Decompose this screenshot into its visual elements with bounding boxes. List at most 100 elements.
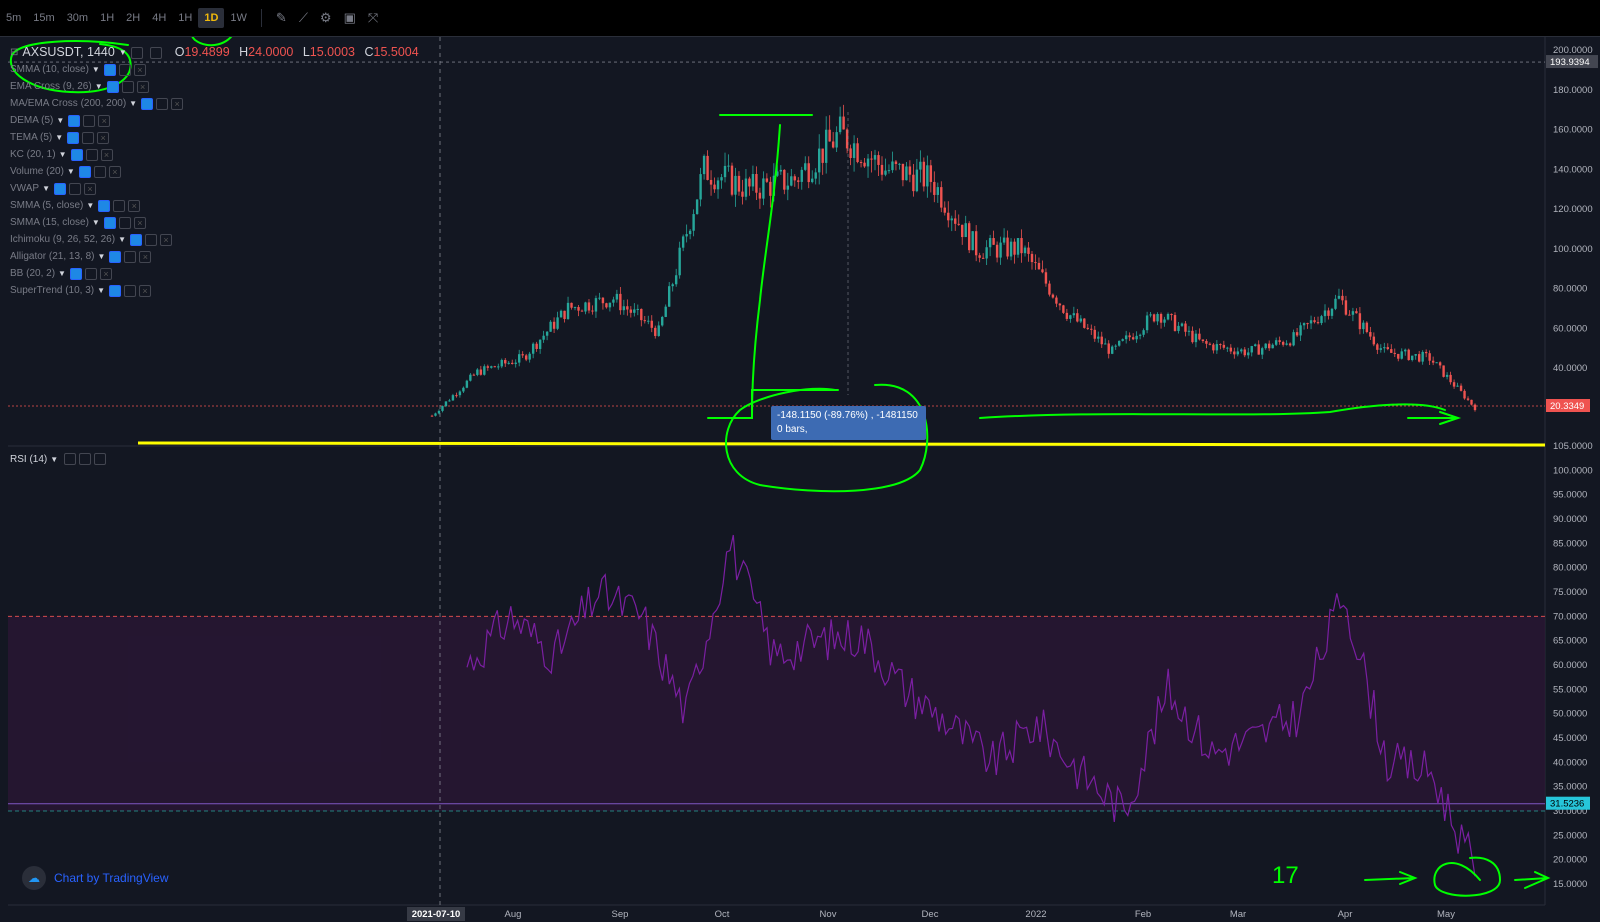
chevron-down-icon[interactable]: ▼ — [86, 201, 95, 210]
settings-icon[interactable] — [156, 97, 169, 110]
eye-icon[interactable] — [67, 131, 80, 144]
eye-icon[interactable] — [103, 216, 116, 229]
rsi-legend[interactable]: RSI (14) ▼ — [10, 453, 109, 465]
tradingview-watermark[interactable]: ☁ Chart by TradingView — [22, 866, 169, 890]
settings-icon[interactable] — [93, 165, 106, 178]
close-icon[interactable]: × — [98, 114, 111, 127]
chevron-down-icon[interactable]: ▼ — [118, 48, 127, 57]
close-icon[interactable]: × — [108, 165, 121, 178]
indicator-label[interactable]: EMA Cross (9, 26) — [10, 81, 92, 92]
indicator-label[interactable]: SMMA (10, close) — [10, 64, 89, 75]
close-icon[interactable]: × — [133, 216, 146, 229]
indicator-item[interactable]: SuperTrend (10, 3) ▼ × — [10, 282, 419, 299]
indicator-item[interactable]: SMMA (5, close) ▼ × — [10, 197, 419, 214]
settings-icon[interactable] — [121, 80, 134, 93]
indicator-label[interactable]: DEMA (5) — [10, 115, 54, 126]
settings-icon[interactable] — [130, 46, 143, 59]
close-icon[interactable]: × — [133, 63, 146, 76]
chevron-down-icon[interactable]: ▼ — [56, 116, 65, 125]
chart-canvas[interactable]: 200.0000 180.0000 160.0000 140.0000 120.0000… — [0, 37, 1600, 922]
settings-icon[interactable] — [85, 148, 98, 161]
fullscreen-icon[interactable]: ⤧ — [367, 10, 379, 25]
settings-icon[interactable] — [124, 284, 137, 297]
pencil-icon[interactable]: ✎ — [275, 10, 287, 25]
timeframe-1h[interactable]: 1H — [178, 12, 193, 24]
timeframe-5m[interactable]: 5m — [6, 12, 22, 24]
settings-icon[interactable] — [144, 233, 157, 246]
close-icon[interactable]: × — [100, 148, 113, 161]
hide-icon[interactable] — [64, 453, 77, 465]
indicator-label[interactable]: BB (20, 2) — [10, 268, 56, 279]
timeframe-2h[interactable]: 2H — [126, 12, 141, 24]
indicator-item[interactable]: VWAP ▼ × — [10, 180, 419, 197]
timeframe-1d[interactable]: 1D — [198, 8, 225, 28]
chevron-down-icon[interactable]: ▼ — [91, 218, 100, 227]
indicator-item[interactable]: SMMA (15, close) ▼ × — [10, 214, 419, 231]
chevron-down-icon[interactable]: ▼ — [97, 286, 106, 295]
close-icon[interactable]: × — [171, 97, 184, 110]
close-icon[interactable]: × — [99, 267, 112, 280]
eye-icon[interactable] — [78, 165, 91, 178]
indicator-item[interactable]: MA/EMA Cross (200, 200) ▼ × — [10, 95, 419, 112]
indicator-label[interactable]: Ichimoku (9, 26, 52, 26) — [10, 234, 116, 245]
chevron-down-icon[interactable]: ▼ — [91, 65, 100, 74]
chevron-down-icon[interactable]: ▼ — [55, 133, 64, 142]
close-icon[interactable]: × — [84, 182, 96, 195]
timeframe-1h[interactable]: 1H — [100, 12, 115, 24]
eye-icon[interactable] — [103, 63, 116, 76]
indicator-chart-icon[interactable]: ⟋ — [298, 10, 308, 25]
collapse-icon[interactable]: ⊟ — [10, 47, 19, 58]
indicator-label[interactable]: TEMA (5) — [10, 132, 53, 143]
close-icon[interactable]: × — [128, 199, 141, 212]
timeframe-1w[interactable]: 1W — [230, 12, 247, 24]
eye-icon[interactable] — [141, 97, 154, 110]
indicator-item[interactable]: KC (20, 1) ▼ × — [10, 146, 419, 163]
timeframe-15m[interactable]: 15m — [33, 12, 55, 24]
settings-icon[interactable] — [118, 216, 131, 229]
hide-icon[interactable] — [149, 46, 162, 59]
chevron-down-icon[interactable]: ▼ — [97, 252, 106, 261]
close-icon[interactable]: × — [97, 131, 110, 144]
indicator-label[interactable]: Volume (20) — [10, 166, 64, 177]
eye-icon[interactable] — [109, 284, 122, 297]
close-icon[interactable]: × — [139, 250, 152, 263]
close-icon[interactable]: × — [139, 284, 152, 297]
save-icon[interactable]: ▣ — [343, 10, 356, 25]
eye-icon[interactable] — [106, 80, 119, 93]
indicator-item[interactable]: TEMA (5) ▼ × — [10, 129, 419, 146]
rsi-label[interactable]: RSI (14) — [10, 453, 48, 465]
chevron-down-icon[interactable]: ▼ — [129, 99, 138, 108]
chevron-down-icon[interactable]: ▼ — [42, 184, 50, 193]
indicator-label[interactable]: SMMA (5, close) — [10, 200, 84, 211]
indicator-label[interactable]: KC (20, 1) — [10, 149, 56, 160]
eye-icon[interactable] — [68, 114, 81, 127]
indicator-label[interactable]: MA/EMA Cross (200, 200) — [10, 98, 127, 109]
close-icon[interactable]: × — [159, 233, 172, 246]
settings-icon[interactable] — [69, 182, 81, 195]
indicator-label[interactable]: SuperTrend (10, 3) — [10, 285, 95, 296]
eye-icon[interactable] — [109, 250, 122, 263]
settings-icon[interactable] — [84, 267, 97, 280]
eye-icon[interactable] — [54, 182, 66, 195]
close-icon[interactable]: × — [136, 80, 149, 93]
eye-icon[interactable] — [69, 267, 82, 280]
settings-icon[interactable] — [124, 250, 137, 263]
eye-icon[interactable] — [70, 148, 83, 161]
indicator-label[interactable]: VWAP — [10, 183, 40, 194]
gear-icon[interactable]: ⚙ — [319, 10, 332, 25]
indicator-label[interactable]: SMMA (15, close) — [10, 217, 89, 228]
indicator-item[interactable]: BB (20, 2) ▼ × — [10, 265, 419, 282]
settings-icon[interactable] — [118, 63, 131, 76]
indicator-item[interactable]: SMMA (10, close) ▼ × — [10, 61, 419, 78]
timeframe-4h[interactable]: 4H — [152, 12, 167, 24]
chevron-down-icon[interactable]: ▼ — [66, 167, 75, 176]
indicator-item[interactable]: EMA Cross (9, 26) ▼ × — [10, 78, 419, 95]
indicator-item[interactable]: DEMA (5) ▼ × — [10, 112, 419, 129]
chevron-down-icon[interactable]: ▼ — [58, 150, 67, 159]
settings-icon[interactable] — [82, 131, 95, 144]
eye-icon[interactable] — [129, 233, 142, 246]
eye-icon[interactable] — [98, 199, 111, 212]
chevron-down-icon[interactable]: ▼ — [118, 235, 126, 244]
indicator-label[interactable]: Alligator (21, 13, 8) — [10, 251, 95, 262]
settings-icon[interactable] — [83, 114, 96, 127]
